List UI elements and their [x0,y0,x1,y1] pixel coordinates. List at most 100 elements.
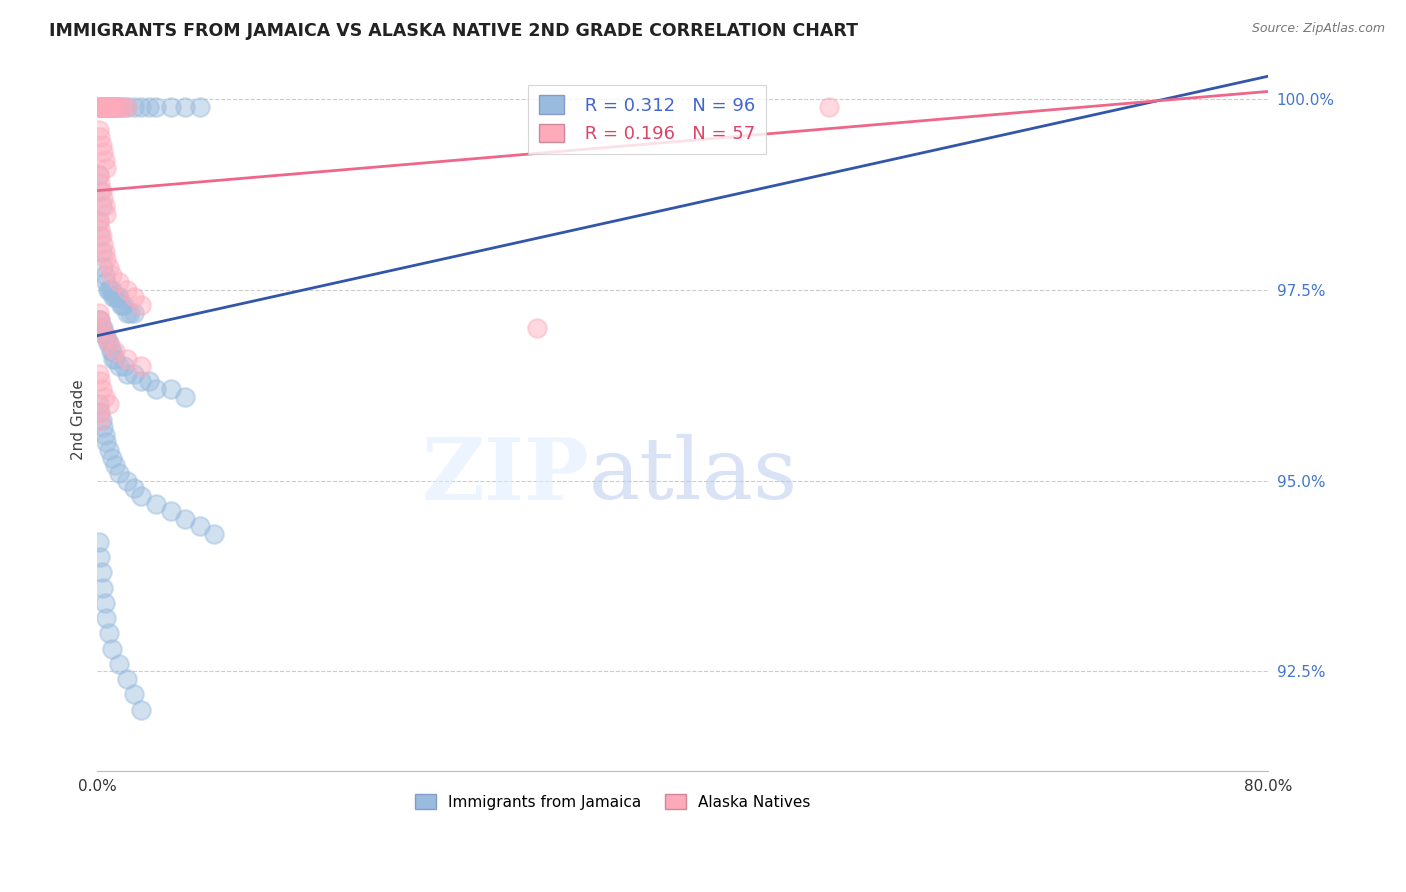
Point [101,450,124,465]
Point [101,641,124,656]
Point [98,336,121,351]
Point [526,321,548,335]
Point [129,489,152,503]
Point [87,122,110,136]
Point [89,313,111,327]
Point [87,405,110,419]
Point [89,375,111,389]
Point [90,199,112,213]
Point [90,229,112,244]
Point [159,100,181,114]
Point [87,214,110,228]
Point [108,466,131,480]
Point [188,519,211,533]
Point [818,100,841,114]
Point [122,367,145,381]
Point [90,137,112,152]
Point [93,153,115,167]
Point [110,298,132,312]
Point [138,375,160,389]
Point [89,549,111,564]
Point [89,313,111,327]
Point [97,336,120,351]
Point [188,100,211,114]
Point [91,100,114,114]
Point [122,291,145,305]
Point [91,321,114,335]
Point [118,306,141,320]
Point [93,428,115,442]
Point [115,351,138,366]
Point [90,184,112,198]
Point [93,100,115,114]
Text: Source: ZipAtlas.com: Source: ZipAtlas.com [1251,22,1385,36]
Text: atlas: atlas [589,434,799,517]
Point [90,382,112,396]
Point [93,268,115,282]
Point [122,481,145,495]
Text: IMMIGRANTS FROM JAMAICA VS ALASKA NATIVE 2ND GRADE CORRELATION CHART: IMMIGRANTS FROM JAMAICA VS ALASKA NATIVE… [49,22,858,40]
Point [94,275,117,289]
Point [98,397,121,411]
Point [103,100,125,114]
Point [174,390,197,404]
Point [145,382,167,396]
Point [90,321,112,335]
Point [91,260,114,274]
Point [129,298,152,312]
Point [89,184,111,198]
Point [115,474,138,488]
Point [89,229,111,244]
Point [87,313,110,327]
Point [90,321,112,335]
Point [100,100,122,114]
Point [94,100,117,114]
Point [129,359,152,374]
Point [90,566,112,580]
Point [94,206,117,220]
Point [91,581,114,595]
Legend: Immigrants from Jamaica, Alaska Natives: Immigrants from Jamaica, Alaska Natives [409,788,817,815]
Point [87,534,110,549]
Point [94,435,117,450]
Point [93,390,115,404]
Point [108,291,131,305]
Point [159,382,181,396]
Point [159,504,181,518]
Point [90,412,112,426]
Point [91,100,114,114]
Point [101,100,124,114]
Point [122,687,145,701]
Point [115,306,138,320]
Point [89,176,111,190]
Point [87,397,110,411]
Point [101,268,124,282]
Point [94,100,117,114]
Point [174,100,197,114]
Point [93,199,115,213]
Point [93,100,115,114]
Point [112,298,135,312]
Point [100,100,122,114]
Point [91,237,114,252]
Point [108,657,131,671]
Point [90,244,112,259]
Point [115,367,138,381]
Text: ZIP: ZIP [422,434,589,517]
Point [93,244,115,259]
Point [100,283,122,297]
Point [93,596,115,610]
Point [101,343,124,358]
Point [111,100,134,114]
Point [105,291,128,305]
Point [145,497,167,511]
Point [87,100,110,114]
Point [89,405,111,419]
Point [98,100,121,114]
Point [115,672,138,686]
Point [94,161,117,175]
Point [112,359,135,374]
Point [98,260,121,274]
Point [98,100,121,114]
Point [122,306,145,320]
